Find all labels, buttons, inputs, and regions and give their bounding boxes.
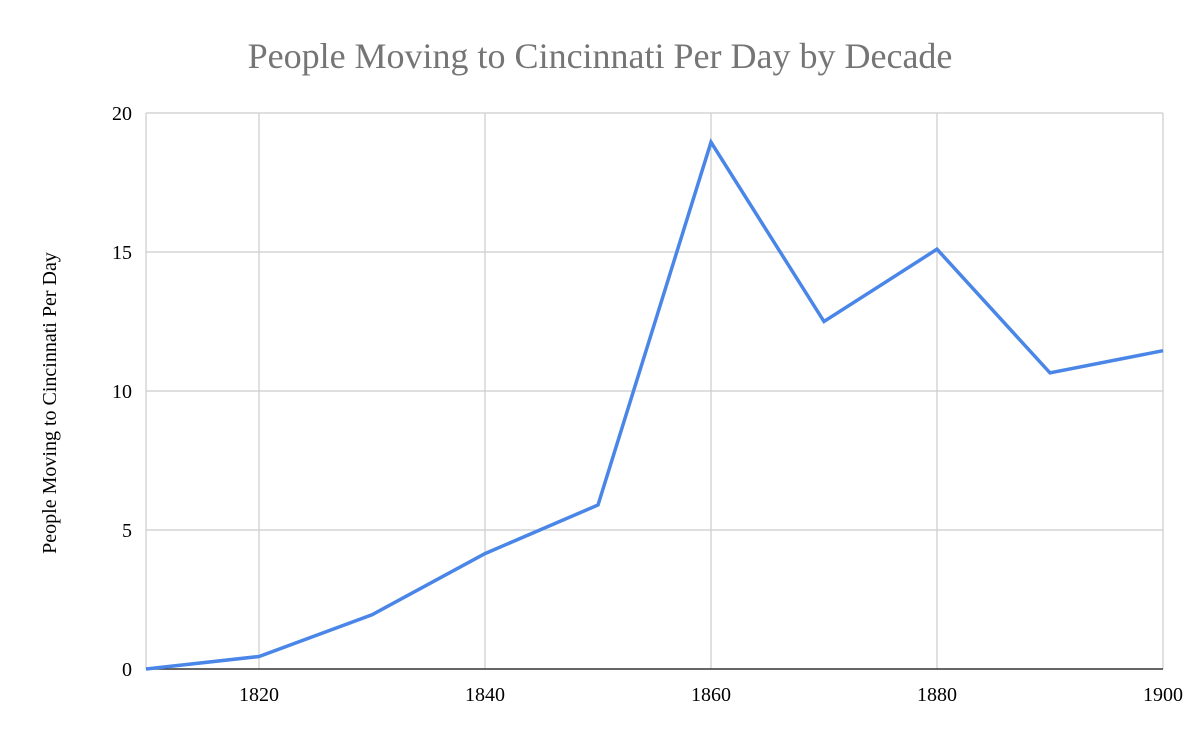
y-axis-label: People Moving to Cincinnati Per Day <box>39 252 61 554</box>
chart-title: People Moving to Cincinnati Per Day by D… <box>248 36 953 76</box>
x-tick-label: 1900 <box>1143 684 1183 706</box>
y-tick-label: 0 <box>122 659 132 681</box>
grid-lines <box>145 112 1164 669</box>
y-tick-label: 5 <box>122 520 132 542</box>
y-tick-label: 10 <box>112 381 132 403</box>
series-line <box>145 138 1164 671</box>
y-tick-labels: 0 5 10 15 20 <box>112 103 132 681</box>
y-tick-label: 15 <box>112 242 132 264</box>
x-tick-label: 1840 <box>465 684 505 706</box>
x-tick-label: 1880 <box>917 684 957 706</box>
x-tick-labels: 1820 1840 1860 1880 1900 <box>239 684 1183 706</box>
x-tick-label: 1860 <box>691 684 731 706</box>
x-tick-label: 1820 <box>239 684 279 706</box>
series-layer <box>145 138 1164 671</box>
y-tick-label: 20 <box>112 103 132 125</box>
